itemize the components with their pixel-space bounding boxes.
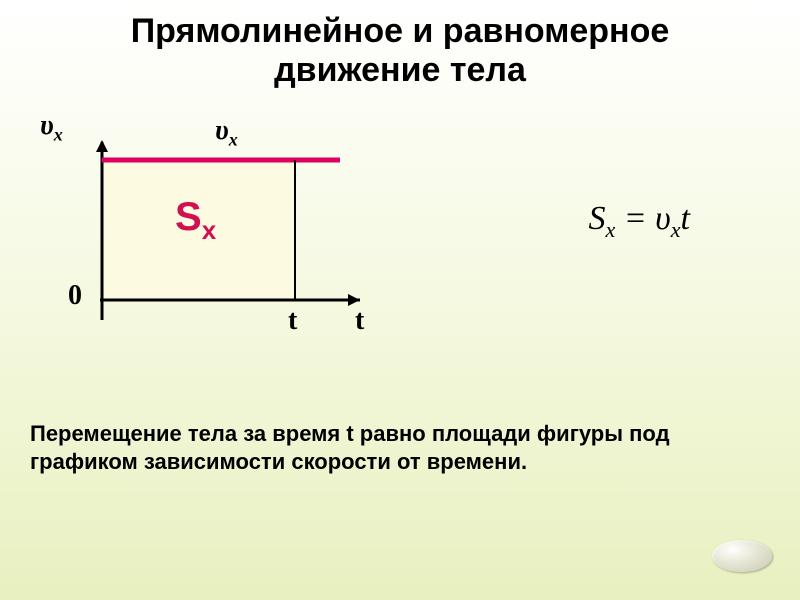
y-axis-sub: x [54,125,63,145]
formula-lhs: S [588,200,605,237]
velocity-line-label: υx [215,115,238,151]
displacement-formula: Sx = υxt [588,200,690,243]
y-axis-arrow [96,140,108,152]
velocity-time-chart: υx 0 υx Sх t t [40,120,380,340]
y-axis-symbol: υ [40,110,54,141]
title-line-1: Прямолинейное и равномерное [131,12,670,50]
formula-rhs-sym: υ [655,200,671,237]
formula-lhs-sub: x [605,217,615,242]
caption-text: Перемещение тела за время t равно площад… [30,420,770,475]
area-main: S [175,195,202,239]
velocity-symbol: υ [215,115,229,146]
content-area: υx 0 υx Sх t t Sx = υxt [0,90,800,420]
tick-t1: t [288,305,297,337]
y-axis-label: υx [40,110,63,146]
slide-title: Прямолинейное и равномерное движение тел… [0,0,800,90]
area-label: Sх [175,195,216,246]
next-slide-button[interactable] [712,540,772,572]
title-line-2: движение тела [274,51,526,89]
tick-t2: t [355,305,364,337]
area-sub: х [202,215,216,245]
formula-rhs-tail: t [681,200,690,237]
velocity-sub: x [229,130,238,150]
formula-eq: = [615,200,655,237]
formula-rhs-sub: x [671,217,681,242]
origin-label: 0 [68,280,82,312]
